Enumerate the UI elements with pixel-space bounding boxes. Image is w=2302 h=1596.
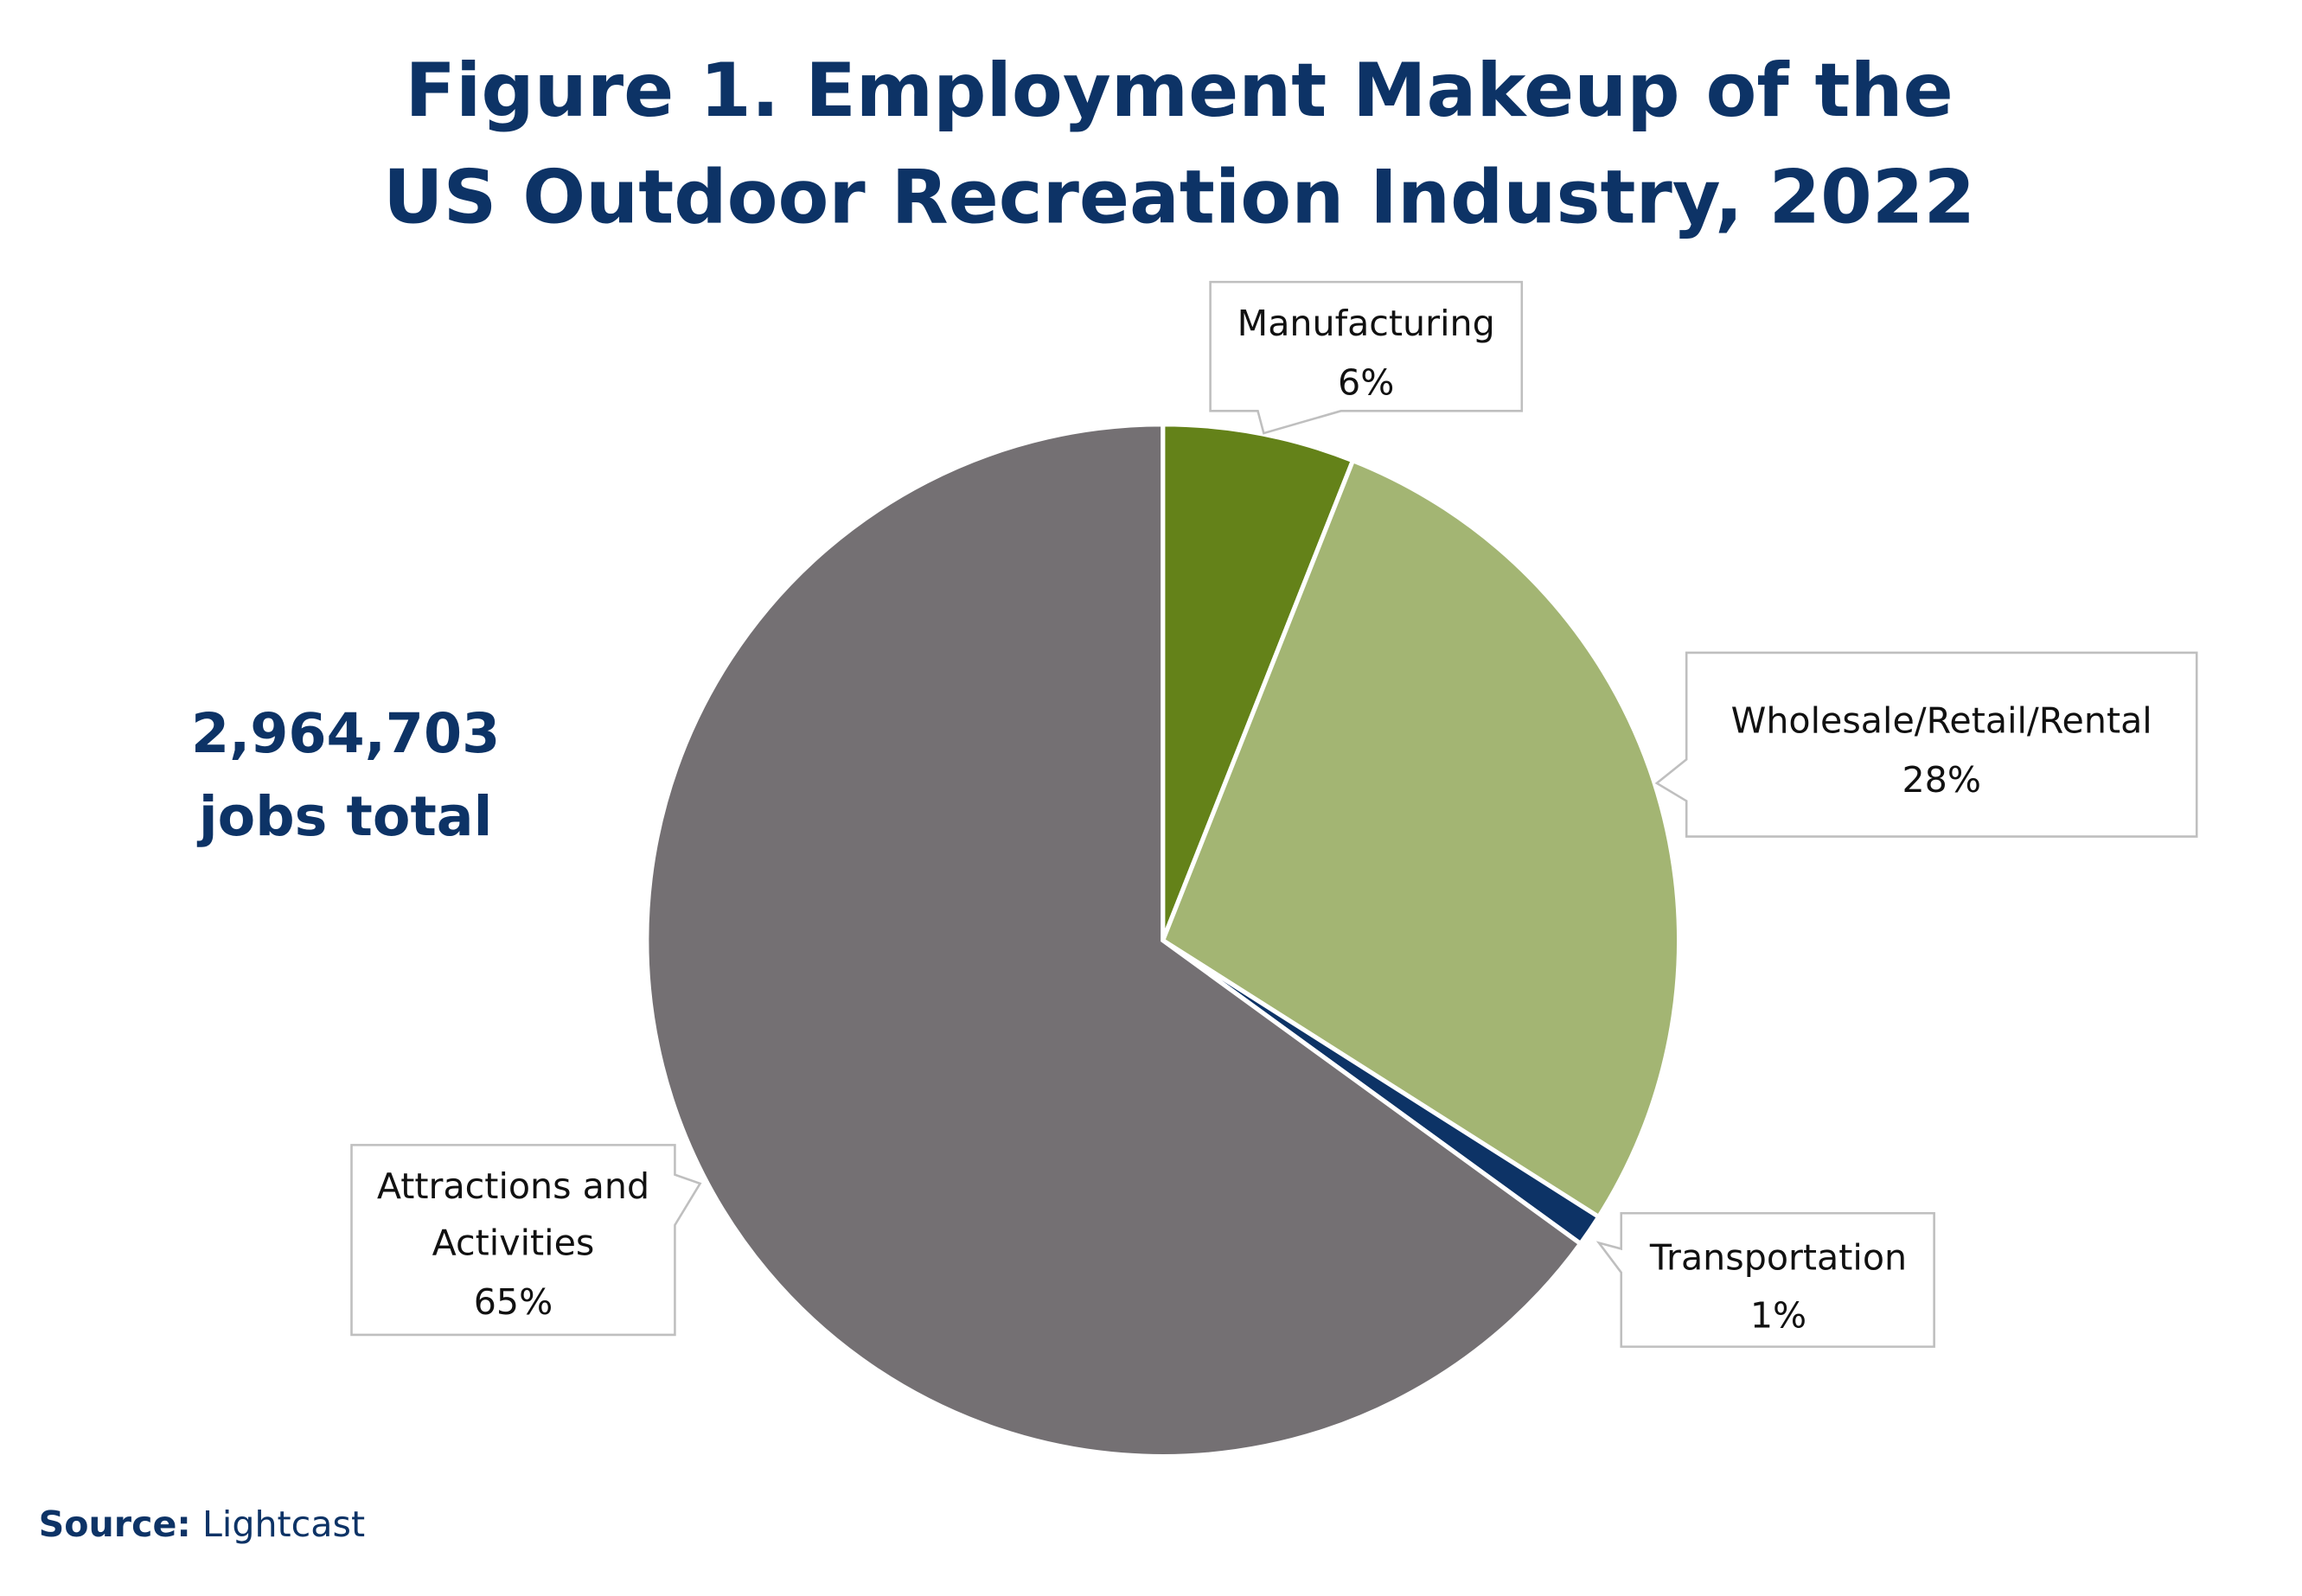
callout-manufacturing: Manufacturing 6%: [1209, 280, 1524, 435]
callout-wholesale-retail-rental: Wholesale/Retail/Rental 28%: [1654, 651, 2198, 838]
total-jobs-number: 2,964,703: [191, 701, 500, 765]
slice-label-line-1: Attractions and: [377, 1165, 649, 1207]
source-label: Source:: [39, 1503, 191, 1545]
pie-slices: [644, 422, 1682, 1459]
pie-slice-manufacturing: [1161, 422, 1356, 942]
total-jobs-caption: jobs total: [196, 784, 492, 848]
slice-value-label: 6%: [1338, 361, 1394, 403]
source-value: Lightcast: [202, 1503, 365, 1545]
callout-transportation: Transportation 1%: [1595, 1211, 1935, 1348]
chart-title-line-2: US Outdoor Recreation Industry, 2022: [383, 154, 1975, 240]
slice-label-line-2: Activities: [432, 1222, 595, 1263]
slice-label: Manufacturing: [1237, 303, 1495, 344]
slice-value-label: 1%: [1750, 1294, 1806, 1336]
slice-value-label: 65%: [474, 1281, 553, 1323]
pie-slice-attractions-and-activities: [644, 422, 1584, 1459]
source-note: Source: Lightcast: [39, 1503, 366, 1545]
slice-label: Wholesale/Retail/Rental: [1731, 700, 2152, 742]
pie-slice-wholesale-retail-rental: [1160, 457, 1682, 1221]
chart-title-line-1: Figure 1. Employment Makeup of the: [405, 48, 1953, 134]
slice-label: Transportation: [1649, 1236, 1907, 1278]
slice-value-label: 28%: [1902, 759, 1980, 801]
callout-attractions-activities: Attractions and Activities 65%: [350, 1144, 702, 1337]
